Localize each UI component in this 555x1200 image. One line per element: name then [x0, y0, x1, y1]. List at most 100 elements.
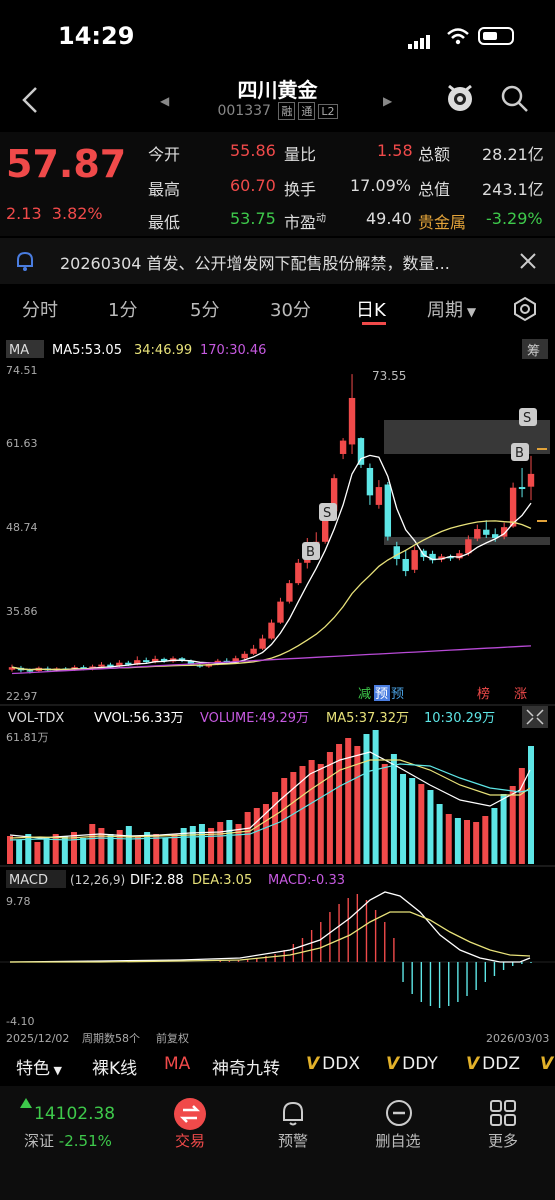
volume-bar [482, 816, 489, 864]
candle[interactable] [339, 440, 347, 454]
candle[interactable] [259, 638, 266, 649]
candle[interactable] [384, 484, 392, 537]
notice-bar[interactable] [0, 238, 555, 284]
back-icon[interactable] [20, 86, 40, 114]
alert-button[interactable]: 预警 [277, 1132, 308, 1150]
signal-s-1[interactable]: S [319, 503, 337, 521]
candle[interactable] [321, 511, 329, 542]
event-tag-limit-up[interactable]: 涨 [514, 687, 527, 702]
candle[interactable] [8, 667, 16, 670]
candle[interactable] [411, 550, 418, 570]
grid-more-icon[interactable] [488, 1098, 518, 1128]
remove-favorite-button[interactable]: 删自选 [375, 1132, 421, 1150]
macd-indicator-name[interactable]: MACD [9, 873, 48, 888]
candle[interactable] [134, 660, 141, 665]
candle[interactable] [80, 667, 87, 670]
candle[interactable] [375, 487, 383, 505]
assistant-icon[interactable] [443, 80, 477, 114]
candle[interactable] [160, 658, 168, 662]
candle[interactable] [438, 556, 445, 560]
candle[interactable] [402, 558, 409, 572]
tab-30min[interactable]: 30分 [270, 300, 311, 321]
candle[interactable] [456, 553, 463, 559]
candle[interactable] [277, 601, 284, 623]
remove-favorite-icon[interactable] [384, 1098, 414, 1128]
tab-timeshare[interactable]: 分时 [22, 300, 58, 321]
event-tag-reduce[interactable]: 减 [358, 687, 371, 702]
kline-chart[interactable]: MA MA5:53.05 34:46.99 170:30.46 筹 74.51 … [0, 334, 555, 1048]
candle[interactable] [268, 622, 275, 639]
candle[interactable] [330, 478, 338, 512]
volume-bar [473, 822, 480, 864]
signal-b-2[interactable]: B [511, 443, 529, 461]
tab-period[interactable]: 周期 ▼ [427, 300, 477, 321]
candle[interactable] [125, 662, 132, 665]
candle[interactable] [447, 556, 454, 559]
index-value[interactable]: 14102.38 [34, 1104, 116, 1124]
tab-naked-k[interactable]: 裸K线 [92, 1059, 138, 1079]
candle[interactable] [286, 583, 293, 602]
vol-indicator-name[interactable]: VOL-TDX [8, 711, 64, 726]
candle[interactable] [500, 527, 508, 537]
candle[interactable] [178, 658, 186, 661]
candle[interactable] [241, 653, 248, 659]
candle[interactable] [151, 658, 159, 663]
candle[interactable] [518, 487, 526, 489]
event-tag-forecast-2[interactable]: 预 [391, 687, 404, 702]
notice-text[interactable]: 20260304 首发、公开增发网下配售股份解禁，数量... [60, 254, 450, 273]
tab-feature[interactable]: 特色 ▼ [16, 1059, 62, 1079]
chip-button[interactable] [522, 339, 548, 359]
search-icon[interactable] [500, 84, 530, 114]
candle[interactable] [465, 539, 472, 554]
candle[interactable] [250, 648, 257, 654]
candle[interactable] [527, 473, 535, 487]
candle[interactable] [26, 670, 34, 672]
candle[interactable] [143, 660, 150, 663]
candle[interactable] [116, 662, 123, 667]
more-button[interactable]: 更多 [487, 1132, 518, 1150]
trade-icon[interactable] [174, 1098, 206, 1130]
candle[interactable] [295, 562, 302, 584]
settings-icon[interactable] [512, 296, 538, 322]
candle[interactable] [366, 467, 374, 496]
event-tag-forecast[interactable]: 预 [375, 687, 388, 702]
index-info[interactable]: 深证 -2.51% [24, 1130, 112, 1151]
ma-indicator-name[interactable]: MA [9, 343, 29, 358]
volume-bar [25, 834, 32, 864]
candle[interactable] [509, 487, 517, 527]
candle[interactable] [187, 660, 195, 665]
candle[interactable] [474, 529, 481, 539]
candle[interactable] [348, 397, 356, 445]
candle[interactable] [492, 534, 499, 538]
tab-ddz[interactable]: V DDZ [466, 1054, 520, 1074]
trade-button[interactable]: 交易 [174, 1132, 205, 1150]
signal-b-1[interactable]: B [302, 542, 320, 560]
candle[interactable] [429, 553, 436, 561]
next-stock-icon[interactable]: ▶ [383, 94, 393, 108]
tab-daily-k[interactable]: 日K [356, 300, 386, 321]
battery-icon [478, 27, 514, 45]
tab-5min[interactable]: 5分 [190, 300, 220, 321]
tab-magic-nine[interactable]: 神奇九转 [212, 1059, 280, 1079]
tab-1min[interactable]: 1分 [108, 300, 138, 321]
close-icon[interactable] [518, 251, 538, 271]
expand-button[interactable] [522, 706, 548, 728]
volume-bar [162, 838, 169, 864]
candle[interactable] [232, 658, 239, 663]
candle[interactable] [393, 546, 400, 559]
candle[interactable] [357, 438, 365, 465]
vol-max-label: 61.81万 [6, 731, 49, 744]
tab-ma[interactable]: MA [164, 1054, 191, 1074]
bell-icon[interactable] [278, 1098, 308, 1128]
tab-ddy[interactable]: V DDY [386, 1054, 438, 1074]
tab-more-v[interactable]: V [540, 1054, 554, 1074]
candle[interactable] [483, 529, 490, 535]
volume-bar [299, 766, 306, 864]
candle[interactable] [107, 664, 114, 668]
tab-ddx[interactable]: V DDX [306, 1054, 360, 1074]
candle[interactable] [98, 664, 105, 667]
sector-label[interactable]: 贵金属 [418, 213, 467, 232]
event-tag-rank[interactable]: 榜 [477, 686, 490, 702]
prev-stock-icon[interactable]: ◀ [160, 94, 170, 108]
signal-s-2[interactable]: S [519, 408, 537, 426]
